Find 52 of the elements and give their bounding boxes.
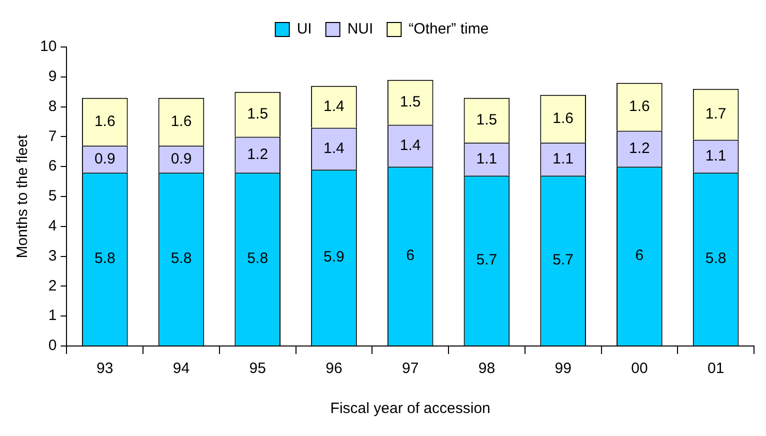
data-label: 1.7 [705,105,726,122]
data-label: 1.2 [247,146,268,163]
data-label: 5.7 [476,252,498,269]
data-label: 6 [406,247,415,264]
data-label: 1.6 [94,112,116,130]
data-label: 1.4 [324,140,344,157]
data-label: 1.2 [629,140,650,157]
y-tick-label: 4 [48,218,57,235]
data-label: 1.1 [552,150,574,168]
y-tick-label: 10 [40,38,57,56]
y-tick-label: 5 [48,188,57,205]
data-label: 1.4 [324,98,344,115]
data-label: 5.8 [94,250,116,268]
y-tick-label: 7 [48,128,57,145]
y-tick-label: 1 [48,307,57,324]
legend-label: UI [296,20,312,38]
data-label: 1.5 [476,111,498,128]
data-label: 5.8 [247,250,268,268]
y-tick-label: 9 [48,68,57,86]
y-tick-label: 0 [48,337,57,354]
x-tick-label: 00 [631,360,648,378]
y-axis-title: Months to the fleet [14,134,32,258]
data-label: 1.4 [400,136,421,154]
data-label: 0.9 [170,150,192,168]
data-label: 1.1 [705,147,726,164]
x-tick-label: 97 [402,360,419,378]
data-label: 1.6 [552,110,574,127]
y-tick-label: 8 [48,98,57,115]
x-tick-label: 96 [326,360,342,378]
legend-label: “Other” time [408,20,489,38]
data-label: 1.6 [170,112,192,130]
data-label: 1.5 [400,93,421,110]
data-label: 5.7 [552,252,574,269]
x-tick-label: 94 [172,360,190,378]
data-label: 1.1 [476,150,498,168]
y-tick-label: 2 [48,277,57,294]
data-label: 5.9 [324,248,344,266]
legend-label: NUI [347,20,374,38]
data-label: 1.5 [247,105,268,122]
data-label: 5.8 [170,250,192,268]
y-tick-label: 6 [48,158,57,175]
x-tick-label: 93 [96,360,114,378]
x-tick-label: 01 [707,360,724,378]
x-tick-label: 98 [478,360,496,378]
y-tick-label: 3 [48,247,57,264]
x-tick-label: 95 [249,360,266,378]
data-label: 6 [635,247,644,264]
x-tick-label: 99 [554,360,572,378]
x-axis-title: Fiscal year of accession [330,400,490,418]
data-label: 5.8 [705,250,726,268]
data-label: 1.6 [629,98,650,115]
data-label: 0.9 [94,150,116,168]
